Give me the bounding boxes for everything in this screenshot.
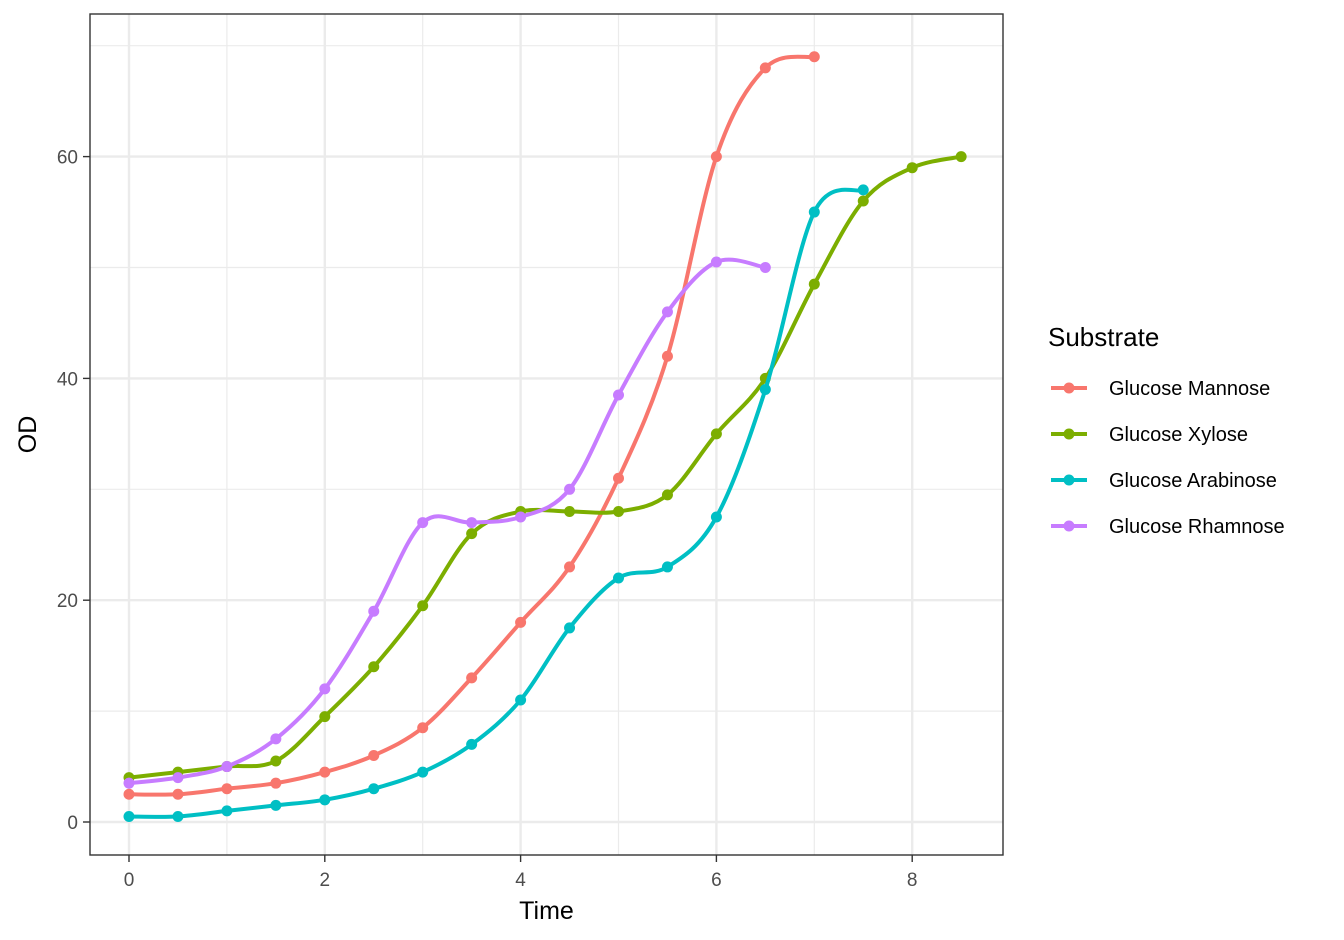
data-point xyxy=(221,761,233,773)
y-axis-title: OD xyxy=(14,416,42,454)
data-point xyxy=(270,799,282,811)
data-point xyxy=(172,772,184,784)
legend-item-glucose-rhamnose: Glucose Rhamnose xyxy=(1051,516,1285,538)
x-axis: 0 2 4 6 8 xyxy=(124,855,918,891)
minor-gridlines xyxy=(90,14,1003,855)
x-tick-label: 4 xyxy=(515,870,526,891)
data-point xyxy=(661,561,673,573)
series-line xyxy=(127,54,817,797)
data-point xyxy=(564,483,576,495)
data-point xyxy=(857,195,869,207)
data-point xyxy=(515,511,527,523)
data-point xyxy=(123,810,135,822)
data-point xyxy=(613,505,624,517)
series-line xyxy=(127,257,768,786)
data-point xyxy=(613,389,624,401)
data-point xyxy=(172,810,184,822)
data-point xyxy=(466,517,478,529)
plot-panel xyxy=(90,14,1003,855)
data-point xyxy=(808,51,820,63)
series-glucose-rhamnose xyxy=(123,256,771,789)
data-point xyxy=(319,794,331,806)
x-tick-label: 0 xyxy=(124,870,135,891)
x-tick-label: 6 xyxy=(711,870,722,891)
data-point xyxy=(368,661,380,673)
series-layer xyxy=(123,51,967,822)
data-point xyxy=(368,605,380,617)
x-tick-label: 2 xyxy=(320,870,331,891)
legend-title: Substrate xyxy=(1048,322,1159,352)
data-point xyxy=(906,162,918,174)
data-point xyxy=(759,383,771,395)
series-glucose-arabinose xyxy=(123,184,869,822)
data-point xyxy=(221,783,233,795)
legend-key-point xyxy=(1063,474,1075,486)
data-point xyxy=(808,206,820,218)
data-point xyxy=(466,528,478,540)
data-point xyxy=(661,489,673,501)
data-point xyxy=(613,572,624,584)
data-point xyxy=(759,62,771,74)
data-point xyxy=(417,600,429,612)
legend-item-glucose-arabinose: Glucose Arabinose xyxy=(1051,470,1277,492)
data-point xyxy=(808,278,820,290)
legend-key-point xyxy=(1063,382,1075,394)
data-point xyxy=(417,766,429,778)
data-point xyxy=(515,616,527,628)
legend-label: Glucose Arabinose xyxy=(1109,470,1277,492)
y-tick-label: 20 xyxy=(57,591,78,612)
data-point xyxy=(661,350,673,362)
data-point xyxy=(466,672,478,684)
data-point xyxy=(515,694,527,706)
legend-key-point xyxy=(1063,520,1075,532)
data-point xyxy=(270,755,282,767)
y-axis: 0 20 40 60 xyxy=(57,148,90,834)
data-point xyxy=(270,733,282,745)
x-tick-label: 8 xyxy=(907,870,918,891)
legend-label: Glucose Mannose xyxy=(1109,378,1270,400)
data-point xyxy=(710,256,722,268)
data-point xyxy=(270,777,282,789)
data-point xyxy=(172,788,184,800)
y-tick-label: 0 xyxy=(67,813,78,834)
data-point xyxy=(123,788,135,800)
legend-label: Glucose Xylose xyxy=(1109,424,1248,446)
data-point xyxy=(661,306,673,318)
data-point xyxy=(759,262,771,273)
legend-item-glucose-xylose: Glucose Xylose xyxy=(1051,424,1248,446)
data-point xyxy=(955,151,967,163)
data-point xyxy=(417,722,429,734)
data-point xyxy=(564,561,576,573)
plot-border xyxy=(89,13,1004,856)
legend-label: Glucose Rhamnose xyxy=(1109,516,1285,538)
data-point xyxy=(466,738,478,750)
data-point xyxy=(368,783,380,795)
data-point xyxy=(123,777,135,789)
legend-item-glucose-mannose: Glucose Mannose xyxy=(1051,378,1270,400)
y-tick-label: 40 xyxy=(57,369,78,390)
data-point xyxy=(368,749,380,761)
y-tick-label: 60 xyxy=(57,148,78,169)
legend: Substrate Glucose Mannose Glucose Xylose G… xyxy=(1048,322,1285,538)
series-glucose-mannose xyxy=(123,51,820,800)
data-point xyxy=(564,505,576,517)
data-point xyxy=(319,683,331,695)
data-point xyxy=(710,428,722,440)
data-point xyxy=(319,766,331,778)
data-point xyxy=(319,711,331,723)
data-point xyxy=(417,517,429,529)
data-point xyxy=(613,472,624,484)
data-point xyxy=(710,511,722,523)
data-point xyxy=(857,184,869,196)
legend-key-point xyxy=(1063,428,1075,440)
data-point xyxy=(221,805,233,817)
data-point xyxy=(564,622,576,634)
x-axis-title: Time xyxy=(519,897,574,925)
data-point xyxy=(710,151,722,163)
